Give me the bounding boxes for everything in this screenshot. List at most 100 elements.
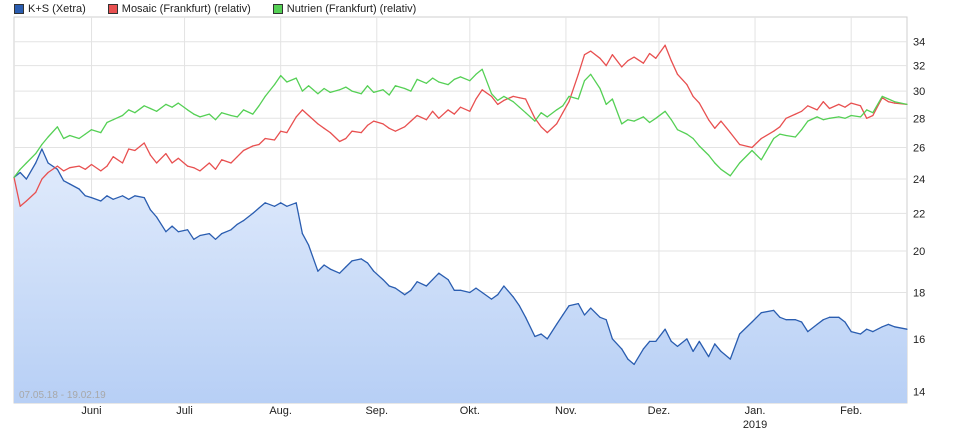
series-2-point xyxy=(394,85,396,87)
series-2-point xyxy=(649,121,651,124)
series-0-point xyxy=(156,216,158,218)
series-0-point xyxy=(512,296,514,298)
series-1-point xyxy=(404,126,406,128)
series-2 xyxy=(13,68,908,178)
series-1-point xyxy=(872,114,874,117)
series-0-point xyxy=(404,294,406,296)
series-1-point xyxy=(221,159,223,161)
series-1-point xyxy=(236,156,238,158)
series-1-point xyxy=(416,114,418,117)
series-0-point xyxy=(106,195,108,197)
series-0-point xyxy=(540,333,542,335)
series-2-point xyxy=(692,137,694,140)
series-2-point xyxy=(859,116,862,118)
series-2-point xyxy=(828,117,831,119)
series-1-point xyxy=(568,101,570,103)
series-2-point xyxy=(258,105,260,107)
legend-swatch-mosaic xyxy=(107,4,118,14)
legend-item-mosaic[interactable]: Mosaic (Frankfurt) (relativ) xyxy=(107,3,251,15)
series-2-point xyxy=(121,114,124,117)
series-1-point xyxy=(794,113,797,115)
series-2-point xyxy=(410,90,412,92)
series-0-point xyxy=(143,197,145,199)
series-1-point xyxy=(432,110,434,112)
series-0-point xyxy=(19,171,21,174)
series-0-point xyxy=(714,343,716,345)
series-0-point xyxy=(273,205,276,207)
series-2-point xyxy=(301,90,303,92)
series-0-point xyxy=(838,316,840,318)
series-2-point xyxy=(187,109,189,111)
series-2-point xyxy=(729,175,731,177)
series-1-point xyxy=(481,89,483,91)
series-0-point xyxy=(41,148,43,150)
series-0-point xyxy=(642,348,645,350)
y-tick-label-28: 28 xyxy=(913,113,925,125)
series-0-point xyxy=(308,244,310,246)
series-1-point xyxy=(518,97,521,99)
series-2-point xyxy=(295,77,297,79)
series-2-point xyxy=(177,102,179,104)
series-0-point xyxy=(739,333,741,335)
series-1-point xyxy=(149,154,151,156)
series-1-point xyxy=(242,149,245,152)
series-2-point xyxy=(838,116,840,118)
series-1-point xyxy=(438,117,440,119)
series-2-point xyxy=(317,93,319,95)
series-1-point xyxy=(35,191,37,193)
series-line-0 xyxy=(13,148,908,366)
series-1-point xyxy=(611,54,614,56)
series-1-point xyxy=(773,130,775,132)
series-1-point xyxy=(720,120,722,122)
series-1-point xyxy=(664,44,666,46)
series-2-point xyxy=(621,123,623,125)
x-tick-label-7: Jan. xyxy=(745,405,766,417)
series-2-point xyxy=(171,106,173,108)
series-0-point xyxy=(816,323,818,325)
series-0-point xyxy=(193,238,195,240)
series-2-point xyxy=(84,133,86,135)
series-2-point xyxy=(664,110,666,112)
series-2-point xyxy=(469,80,471,82)
series-2-point xyxy=(599,87,601,90)
series-1-point xyxy=(193,167,195,169)
series-1-point xyxy=(143,142,145,144)
series-2-point xyxy=(286,81,288,83)
legend-item-nutrien[interactable]: Nutrien (Frankfurt) (relativ) xyxy=(272,3,416,15)
series-0-point xyxy=(518,305,521,307)
series-1-point xyxy=(134,149,136,152)
series-2-point xyxy=(779,133,781,135)
series-1-point xyxy=(751,146,753,149)
series-1-point xyxy=(177,157,179,159)
series-1-point xyxy=(822,101,824,103)
series-0-point xyxy=(100,200,102,202)
x-tick-label-8: Feb. xyxy=(840,405,862,417)
series-2-point xyxy=(128,109,130,111)
series-0-point xyxy=(655,340,657,342)
series-1-point xyxy=(686,84,688,86)
x-axis-labels: Juni Juli Aug. Sep. Okt. Nov. Dez. Jan. 2019 Feb. xyxy=(81,405,862,431)
series-1-point xyxy=(56,165,59,167)
series-1-point xyxy=(739,143,741,146)
series-0-point xyxy=(497,294,499,296)
series-2-point xyxy=(41,143,43,146)
series-0-point xyxy=(583,314,586,316)
series-2-point xyxy=(844,117,846,119)
series-0-point xyxy=(388,285,390,287)
series-1-point xyxy=(828,107,831,110)
series-line-1 xyxy=(13,44,908,207)
series-0-point xyxy=(90,197,93,199)
y-tick-label-16: 16 xyxy=(913,334,925,346)
series-0-point xyxy=(872,331,874,333)
series-0-point xyxy=(121,195,124,197)
series-2-point xyxy=(351,90,353,92)
series-0-point xyxy=(432,279,434,281)
legend-item-ks[interactable]: K+S (Xetra) xyxy=(14,3,86,15)
series-2-point xyxy=(686,133,688,135)
series-2-point xyxy=(605,103,607,105)
series-1-point xyxy=(729,132,731,134)
y-tick-label-30: 30 xyxy=(913,86,925,98)
series-1-point xyxy=(540,126,542,128)
series-2-point xyxy=(760,159,762,161)
series-2-point xyxy=(583,80,586,82)
